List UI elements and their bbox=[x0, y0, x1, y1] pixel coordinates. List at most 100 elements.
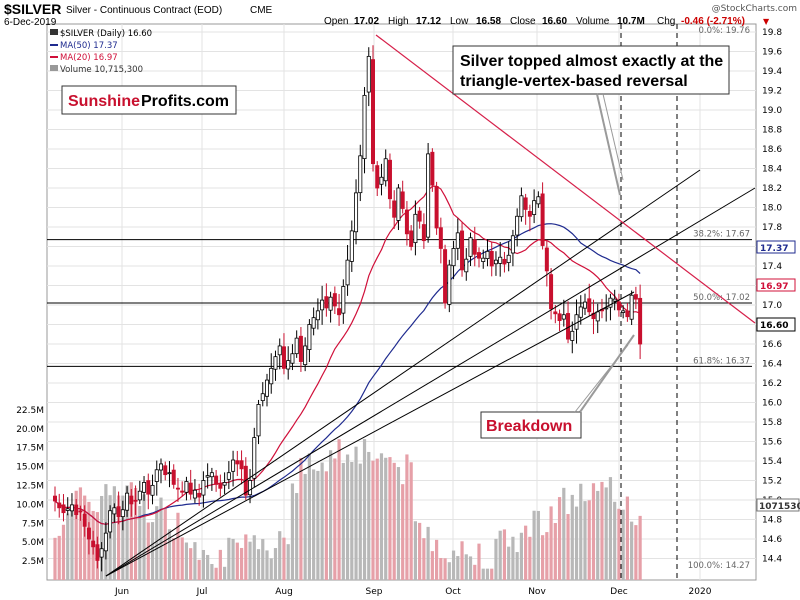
price-bar-body bbox=[472, 239, 477, 255]
volume-bar bbox=[312, 469, 316, 580]
svg-text:17.37: 17.37 bbox=[760, 244, 788, 254]
volume-bar bbox=[379, 453, 384, 580]
price-bar-body bbox=[307, 324, 312, 351]
open-label: Open bbox=[324, 16, 348, 27]
volume-bar bbox=[278, 531, 282, 580]
volume-tick-label: 15.0M bbox=[16, 463, 44, 473]
price-bar-body bbox=[455, 232, 460, 249]
price-bar-body bbox=[320, 299, 325, 311]
price-bar-body bbox=[519, 195, 524, 218]
volume-bar bbox=[583, 501, 587, 580]
price-bar-body bbox=[171, 469, 176, 485]
volume-tick-label: 10.0M bbox=[16, 500, 44, 510]
volume-bar bbox=[507, 546, 511, 580]
volume-bar bbox=[316, 470, 320, 580]
price-bar-body bbox=[557, 313, 562, 322]
legend-price: $SILVER (Daily) 16.60 bbox=[60, 29, 152, 39]
volume-bar bbox=[532, 510, 536, 580]
volume-value: 10.7M bbox=[617, 16, 645, 27]
resistance-trendline bbox=[375, 34, 756, 324]
price-tick-label: 18.6 bbox=[762, 145, 782, 155]
volume-bar bbox=[447, 562, 451, 580]
volume-bar bbox=[443, 558, 447, 580]
volume-bar bbox=[418, 522, 422, 580]
price-tick-label: 19.4 bbox=[762, 67, 782, 77]
price-tick-label: 16.0 bbox=[762, 399, 782, 409]
price-bar-body bbox=[629, 294, 634, 320]
breakdown-callout-1 bbox=[579, 334, 635, 413]
volume-bar bbox=[282, 537, 286, 580]
price-bar-body bbox=[167, 472, 172, 475]
high-label: High bbox=[388, 16, 409, 27]
price-bar-body bbox=[358, 155, 363, 194]
price-bar-body bbox=[633, 294, 638, 300]
price-bar-body bbox=[354, 192, 359, 233]
volume-bar bbox=[464, 554, 468, 580]
volume-bar bbox=[613, 501, 617, 580]
price-bar-body bbox=[324, 296, 329, 309]
breakdown-label: Breakdown bbox=[486, 418, 572, 435]
sunshine-profits-logo: Sunshine Profits.com bbox=[61, 85, 237, 115]
price-bar-body bbox=[476, 252, 481, 259]
price-tick-label: 19.8 bbox=[762, 28, 782, 38]
price-tick-label: 19.2 bbox=[762, 87, 782, 97]
volume-bar bbox=[541, 535, 545, 580]
price-bar-body bbox=[400, 191, 405, 209]
price-bar-body bbox=[205, 475, 210, 478]
volume-bar bbox=[638, 515, 642, 580]
volume-tick-label: 2.5M bbox=[22, 557, 44, 567]
price-bar-body bbox=[332, 293, 337, 307]
price-bar-body bbox=[604, 307, 609, 310]
price-bar-body bbox=[163, 465, 168, 476]
price-box-ma50: 17.37 bbox=[756, 240, 796, 254]
volume-bar bbox=[83, 495, 87, 580]
volume-bar bbox=[596, 490, 600, 580]
volume-bar bbox=[557, 497, 562, 580]
volume-bar bbox=[439, 557, 443, 580]
price-bar-body bbox=[137, 490, 142, 501]
volume-axis: 2.5M 5.0M 7.5M 10.0M 12.5M 15.0M 17.5M 20.0M 22.… bbox=[16, 406, 44, 567]
volume-bar bbox=[53, 537, 57, 580]
breakdown-callout-2 bbox=[574, 344, 629, 413]
breakdown-annotation: Breakdown bbox=[480, 334, 635, 439]
volume-tick-label: 12.5M bbox=[16, 482, 44, 492]
price-bar-body bbox=[116, 506, 121, 517]
volume-bar bbox=[295, 493, 299, 580]
volume-bar bbox=[494, 538, 498, 580]
support-trendline bbox=[105, 169, 701, 577]
brand-part-1: Sunshine bbox=[68, 93, 140, 110]
price-bar-body bbox=[82, 513, 87, 527]
volume-bar bbox=[617, 508, 621, 580]
volume-bar bbox=[61, 524, 66, 580]
volume-bar bbox=[133, 488, 138, 580]
price-bar-body bbox=[154, 469, 159, 482]
price-bar-body bbox=[387, 159, 392, 200]
price-tick-label: 19.6 bbox=[762, 48, 782, 58]
volume-bar bbox=[477, 543, 481, 580]
volume-tick-label: 5.0M bbox=[22, 538, 44, 548]
price-bar-body bbox=[489, 250, 494, 267]
volume-bar bbox=[422, 538, 426, 580]
price-tick-label: 17.8 bbox=[762, 223, 782, 233]
volume-bar bbox=[490, 568, 494, 580]
volume-bar bbox=[371, 460, 375, 580]
volume-bar bbox=[57, 535, 61, 580]
high-value: 17.12 bbox=[416, 16, 441, 27]
volume-bar bbox=[231, 538, 235, 580]
volume-bar bbox=[621, 509, 625, 580]
price-bar-body bbox=[315, 310, 320, 321]
price-bar-body bbox=[188, 482, 193, 495]
volume-bar bbox=[519, 532, 523, 580]
price-bar-body bbox=[460, 230, 465, 271]
price-bar-body bbox=[248, 480, 253, 496]
price-bar-body bbox=[112, 507, 117, 515]
price-tick-label: 15.6 bbox=[762, 438, 782, 448]
price-bar-body bbox=[341, 286, 346, 314]
price-bar-body bbox=[638, 297, 643, 345]
price-bar-body bbox=[239, 460, 244, 470]
price-bar-body bbox=[587, 298, 592, 313]
price-bar-body bbox=[502, 258, 507, 265]
price-bar-body bbox=[515, 215, 520, 236]
close-value: 16.60 bbox=[542, 16, 567, 27]
price-bar-body bbox=[566, 313, 571, 340]
